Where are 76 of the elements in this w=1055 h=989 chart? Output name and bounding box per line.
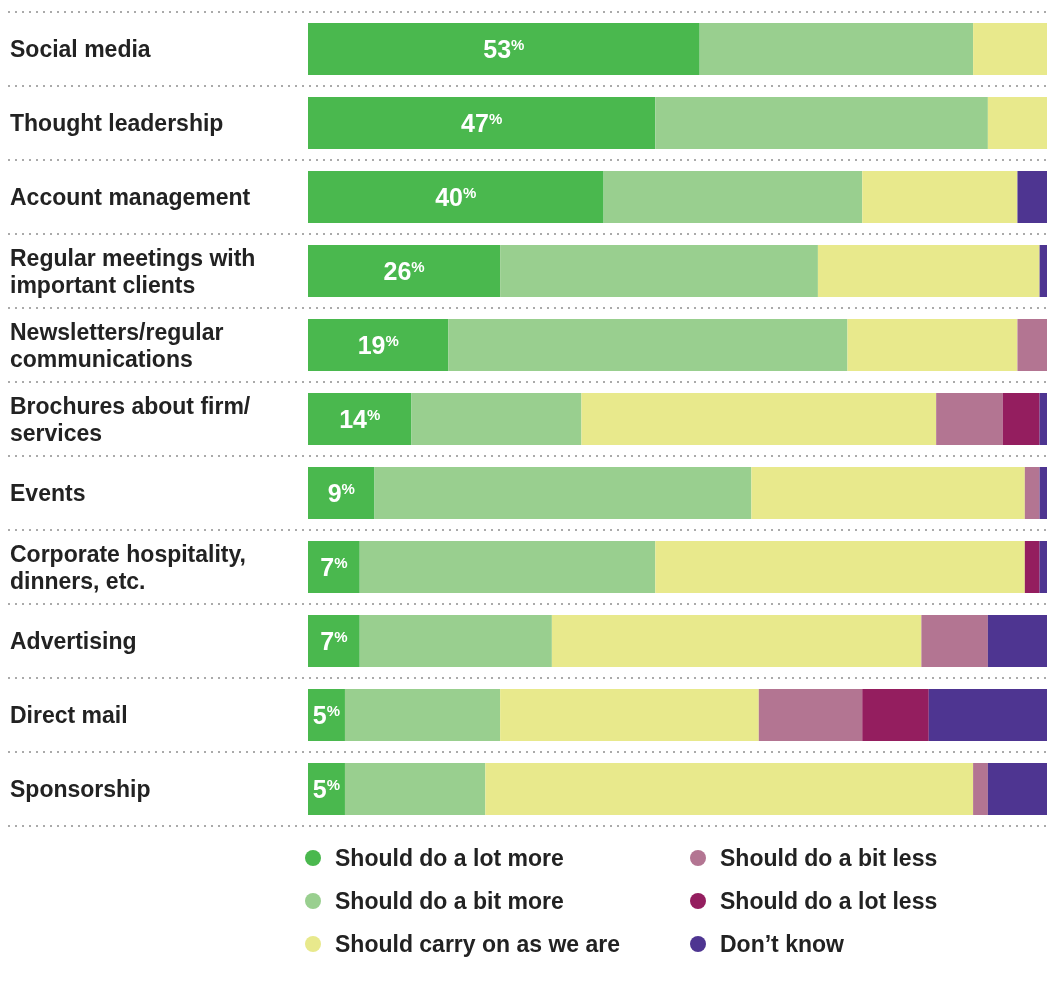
y-tick-label: Regular meetings with important clients: [10, 245, 256, 298]
bar: [1024, 541, 1040, 593]
bar: [308, 23, 700, 75]
bar: [1039, 541, 1047, 593]
data-label: 14$^{%}$: [339, 405, 381, 433]
legend-label: Should do a bit more: [335, 888, 564, 914]
y-tick-label: Events: [10, 480, 86, 506]
bar: [308, 615, 360, 667]
bar: [1017, 319, 1047, 371]
bar: [581, 393, 937, 445]
data-label: 5$^{%}$: [312, 701, 341, 729]
bar: [936, 393, 1003, 445]
bar: [1039, 245, 1047, 297]
bar: [817, 245, 1040, 297]
bar: [344, 763, 486, 815]
bar: [655, 97, 988, 149]
bar: [1002, 393, 1040, 445]
bar: [308, 319, 449, 371]
bar: [308, 97, 656, 149]
data-label: 5$^{%}$: [312, 775, 341, 803]
bar: [973, 763, 988, 815]
bar: [928, 689, 1047, 741]
data-label: 19$^{%}$: [357, 331, 399, 359]
bar: [344, 689, 501, 741]
bar: [551, 615, 922, 667]
bar: [751, 467, 1025, 519]
data-label: 40$^{%}$: [435, 183, 477, 211]
bar: [1039, 467, 1047, 519]
bar: [862, 689, 929, 741]
bar: [308, 541, 360, 593]
bar: [1017, 171, 1047, 223]
bar: [308, 245, 501, 297]
bar: [500, 245, 818, 297]
legend-label: Don’t know: [720, 931, 845, 957]
bar: [603, 171, 863, 223]
y-tick-label: Account management: [10, 184, 251, 210]
bar: [1024, 467, 1040, 519]
legend-label: Should do a lot more: [335, 845, 564, 871]
bar: [847, 319, 1018, 371]
y-tick-label: Sponsorship: [10, 776, 151, 802]
bar: [485, 763, 974, 815]
bar: [862, 171, 1018, 223]
bar: [308, 171, 604, 223]
y-tick-label: Advertising: [10, 628, 137, 654]
y-tick-label: Social media: [10, 36, 151, 62]
bar: [758, 689, 863, 741]
bar: [973, 23, 1047, 75]
y-tick-label: Brochures about firm/ services: [10, 393, 251, 446]
bar: [921, 615, 988, 667]
data-label: 7$^{%}$: [320, 627, 348, 655]
bar: [411, 393, 582, 445]
bar: [699, 23, 974, 75]
legend-label: Should carry on as we are: [335, 931, 621, 957]
data-label: 26$^{%}$: [383, 257, 425, 285]
data-label: 47$^{%}$: [461, 109, 503, 137]
y-tick-label: Thought leadership: [10, 110, 224, 136]
data-label: 7$^{%}$: [320, 553, 348, 581]
bar: [987, 97, 1047, 149]
bar: [448, 319, 848, 371]
bar: [1039, 393, 1047, 445]
y-tick-label: Corporate hospitality, dinners, etc.: [10, 541, 246, 594]
y-tick-label: Newsletters/regular communications: [10, 319, 224, 372]
bar: [500, 689, 759, 741]
data-label: 53$^{%}$: [483, 35, 525, 63]
bar: [308, 393, 412, 445]
bar: [308, 467, 375, 519]
legend-label: Should do a bit less: [720, 845, 938, 871]
data-label: 9$^{%}$: [327, 479, 355, 507]
y-tick-label: Direct mail: [10, 702, 128, 728]
bar: [359, 541, 656, 593]
bar: [987, 615, 1047, 667]
bar: [374, 467, 752, 519]
bar: [655, 541, 1025, 593]
bar: [359, 615, 552, 667]
legend-label: Should do a lot less: [720, 888, 938, 914]
bar: [987, 763, 1047, 815]
